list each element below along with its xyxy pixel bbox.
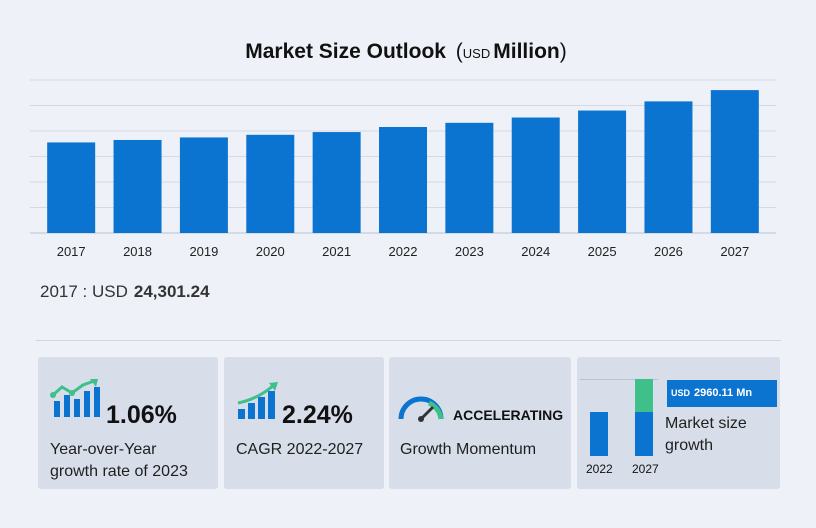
momentum-value: ACCELERATING [453,407,564,423]
market-growth-line1: Market size [665,415,747,432]
cagr-value: 2.24% [282,401,353,429]
mini-chart-baseline [580,379,658,380]
title-unit: (USD Million) [455,40,567,63]
mini-bar-2027-growth [635,379,653,412]
bar-2024 [511,117,560,233]
market-growth-description: Market size growth [665,413,747,457]
badge-unit: USD [671,388,691,398]
x-tick-label-2021: 2021 [322,244,351,259]
bar-2017 [47,142,96,233]
bar-2025 [578,110,627,233]
x-tick-label-2020: 2020 [256,244,285,259]
x-tick-label-2026: 2026 [654,244,683,259]
x-tick-label-2023: 2023 [455,244,484,259]
badge-value: 2960.11 Mn [694,387,753,399]
growth-chart-icon [50,379,100,417]
yoy-desc-line2: growth rate of 2023 [50,463,188,480]
cagr-description: CAGR 2022-2027 [236,441,364,458]
bar-2018 [113,139,162,233]
x-tick-label-2019: 2019 [189,244,218,259]
x-tick-label-2022: 2022 [389,244,418,259]
mini-bar-2027-base [635,412,653,456]
mini-label-2027: 2027 [632,462,659,476]
x-tick-label-2018: 2018 [123,244,152,259]
cagr-card: 2.24% CAGR 2022-2027 [224,357,384,489]
section-divider [36,340,781,341]
market-growth-card: 2022 2027 Market size growth [577,357,780,489]
momentum-card: ACCELERATING Growth Momentum [389,357,571,489]
yoy-card: 1.06% Year-over-Year growth rate of 2023 [38,357,218,489]
bar-2022 [379,126,427,233]
bar-2019 [179,137,228,233]
chart-title: Market Size Outlook (USD Million) [0,40,816,64]
bar-2020 [246,134,295,233]
title-unit-word: Million [493,40,560,63]
yoy-desc-line1: Year-over-Year [50,441,157,458]
x-tick-label-2025: 2025 [588,244,617,259]
bar-2023 [445,122,494,233]
base-year-stat: 2017 : USD 24,301.24 [40,282,210,302]
title-text: Market Size Outlook [245,40,446,63]
title-unit-small: USD [462,46,491,61]
growth-value-badge: USD 2960.11 Mn [667,380,777,407]
base-year-value: 24,301.24 [133,282,210,301]
bar-2026 [644,101,693,233]
x-tick-label-2017: 2017 [57,244,86,259]
bar-chart: 2017 2018 2019 2020 2021 2022 2023 2024 2025 2026… [30,79,776,259]
yoy-value: 1.06% [106,401,177,429]
rising-bars-icon [237,382,278,419]
bar-2027 [710,90,759,233]
x-tick-label-2024: 2024 [521,244,550,259]
momentum-description: Growth Momentum [400,441,537,458]
yoy-description: Year-over-Year growth rate of 2023 [50,439,188,483]
mini-bar-2022 [590,412,608,456]
base-year-label: 2017 : USD [40,282,128,301]
market-growth-line2: growth [665,437,714,454]
speedometer-icon [398,396,444,422]
bar-2021 [312,132,361,233]
x-tick-label-2027: 2027 [720,244,749,259]
mini-label-2022: 2022 [586,462,613,476]
